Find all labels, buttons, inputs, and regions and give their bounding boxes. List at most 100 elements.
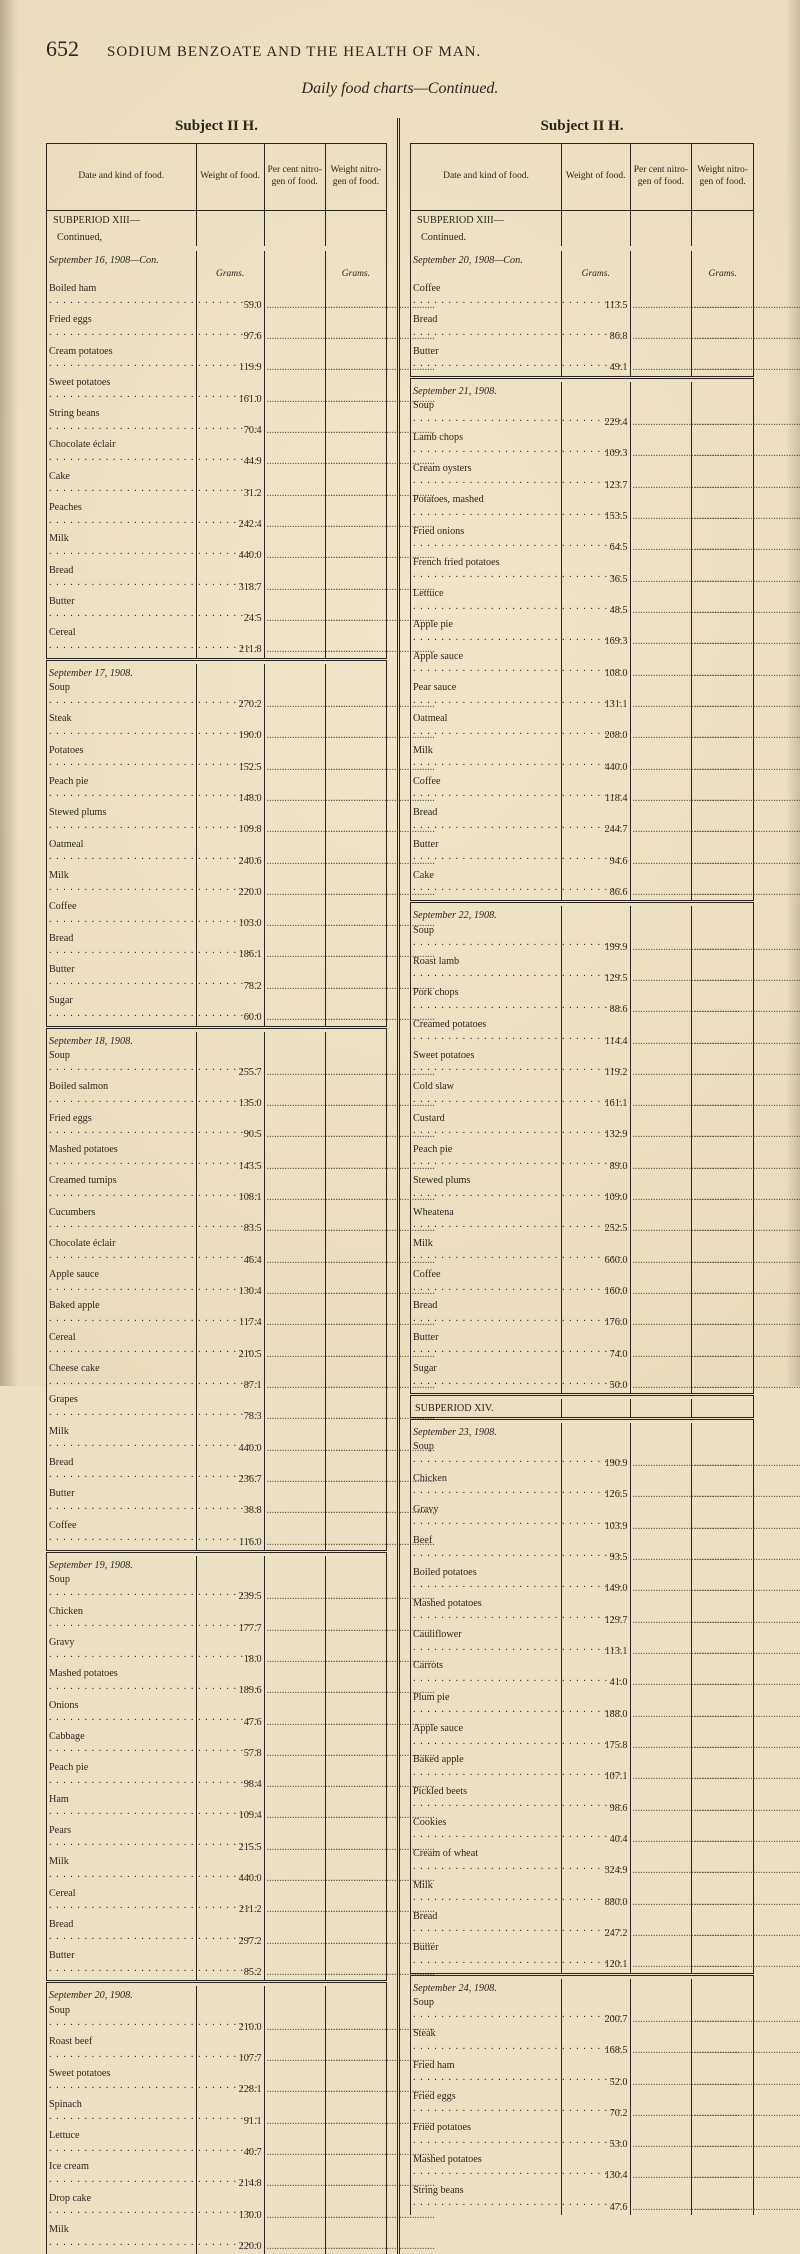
food-name: Fried eggs	[47, 313, 197, 344]
blank-cell	[264, 838, 325, 869]
table-row: Sweet potatoes228.1	[47, 2067, 387, 2098]
blank-cell	[630, 282, 692, 313]
table-row: Lettuce40.7	[47, 2129, 387, 2160]
table-row: Custard132.9	[411, 1112, 754, 1143]
table-row: Peach pie148.0	[47, 775, 387, 806]
table-row: Bread176.0	[411, 1299, 754, 1330]
blank-cell	[264, 1636, 325, 1667]
subject-heading-right: Subject II H.	[410, 118, 754, 135]
food-name: Cream of wheat	[411, 1847, 562, 1878]
col-weightn: Weight nitro- gen of food.	[325, 144, 386, 211]
food-name: Onions	[47, 1699, 197, 1730]
blank-cell	[264, 376, 325, 407]
food-name: Steak	[47, 712, 197, 743]
food-name: Chocolate éclair	[47, 1237, 197, 1268]
food-name: Cucumbers	[47, 1206, 197, 1237]
blank-cell	[630, 869, 692, 902]
subperiod-line1: SUBPERIOD XIII—	[47, 211, 197, 229]
blank-cell	[630, 681, 692, 712]
table-row: Cereal211.8	[47, 626, 387, 659]
table-row: Cold slaw161.1	[411, 1080, 754, 1111]
blank-cell	[264, 1174, 325, 1205]
table-row: Stewed plums109.0	[411, 1174, 754, 1205]
blank-cell	[264, 681, 325, 712]
table-row: Coffee103.0	[47, 900, 387, 931]
blank-cell	[630, 1174, 692, 1205]
table-row: Bread236.7	[47, 1456, 387, 1487]
blank-cell	[692, 986, 754, 1017]
food-name: Soup	[411, 1996, 562, 2027]
food-name: Bread	[47, 564, 197, 595]
blank-cell	[264, 1573, 325, 1604]
blank-cell	[264, 564, 325, 595]
blank-cell	[692, 775, 754, 806]
table-row: Milk440.0	[47, 1855, 387, 1886]
blank-cell	[264, 932, 325, 963]
blank-cell	[325, 775, 386, 806]
food-name: Chicken	[47, 1605, 197, 1636]
food-name: Bread	[411, 806, 562, 837]
blank-cell	[325, 900, 386, 931]
blank-cell	[325, 1699, 386, 1730]
blank-cell	[630, 838, 692, 869]
food-name: Soup	[411, 399, 562, 430]
blank-cell	[264, 2098, 325, 2129]
blank-cell	[692, 1816, 754, 1847]
blank-cell	[692, 1143, 754, 1174]
food-name: Cookies	[411, 1816, 562, 1847]
table-row: Grapes78.3	[47, 1393, 387, 1424]
food-name: Ham	[47, 1793, 197, 1824]
blank-cell	[692, 2121, 754, 2152]
table-row: Fried ham52.0	[411, 2059, 754, 2090]
food-name: Baked apple	[411, 1753, 562, 1784]
blank-cell	[264, 438, 325, 469]
blank-cell	[630, 313, 692, 344]
food-name: Butter	[411, 345, 562, 378]
food-name: Coffee	[47, 1519, 197, 1552]
table-row: Sugar60.0	[47, 994, 387, 1027]
blank-cell	[630, 986, 692, 1017]
table-row: Soup229.4	[411, 399, 754, 430]
blank-cell	[325, 564, 386, 595]
blank-cell	[692, 1174, 754, 1205]
table-row: Ice cream214.8	[47, 2160, 387, 2191]
blank-cell	[630, 1331, 692, 1362]
food-name: Milk	[47, 1425, 197, 1456]
blank-cell	[692, 1362, 754, 1395]
blank-cell	[325, 438, 386, 469]
blank-cell	[325, 1174, 386, 1205]
table-row: Butter24.5	[47, 595, 387, 626]
blank-cell	[325, 806, 386, 837]
col-weight: Weight of food.	[196, 144, 264, 211]
units-grams: Grams.	[325, 268, 386, 282]
table-row: Fried potatoes53.0	[411, 2121, 754, 2152]
blank-cell	[264, 869, 325, 900]
blank-cell	[630, 1659, 692, 1690]
food-name: Cabbage	[47, 1730, 197, 1761]
table-row: Butter94.6	[411, 838, 754, 869]
blank-cell	[264, 407, 325, 438]
blank-cell	[264, 1949, 325, 1982]
food-name: French fried potatoes	[411, 556, 562, 587]
food-name: Soup	[47, 1049, 197, 1080]
blank-cell	[264, 1824, 325, 1855]
blank-cell	[325, 1855, 386, 1886]
blank-cell	[264, 2160, 325, 2191]
blank-cell	[630, 525, 692, 556]
blank-cell	[692, 1112, 754, 1143]
table-body-left: SUBPERIOD XIII—Continued,September 16, 1…	[47, 211, 387, 2254]
blank-cell	[325, 744, 386, 775]
blank-cell	[692, 1503, 754, 1534]
blank-cell	[630, 1722, 692, 1753]
blank-cell	[264, 2067, 325, 2098]
food-name: Pickled beets	[411, 1785, 562, 1816]
food-name: Baked apple	[47, 1299, 197, 1330]
food-name: Butter	[411, 1941, 562, 1974]
blank-cell	[692, 1785, 754, 1816]
blank-cell	[325, 869, 386, 900]
blank-cell	[692, 712, 754, 743]
food-name: Butter	[47, 1949, 197, 1982]
blank-cell	[630, 1018, 692, 1049]
food-name: Plum pie	[411, 1691, 562, 1722]
table-row: Milk880.0	[411, 1879, 754, 1910]
